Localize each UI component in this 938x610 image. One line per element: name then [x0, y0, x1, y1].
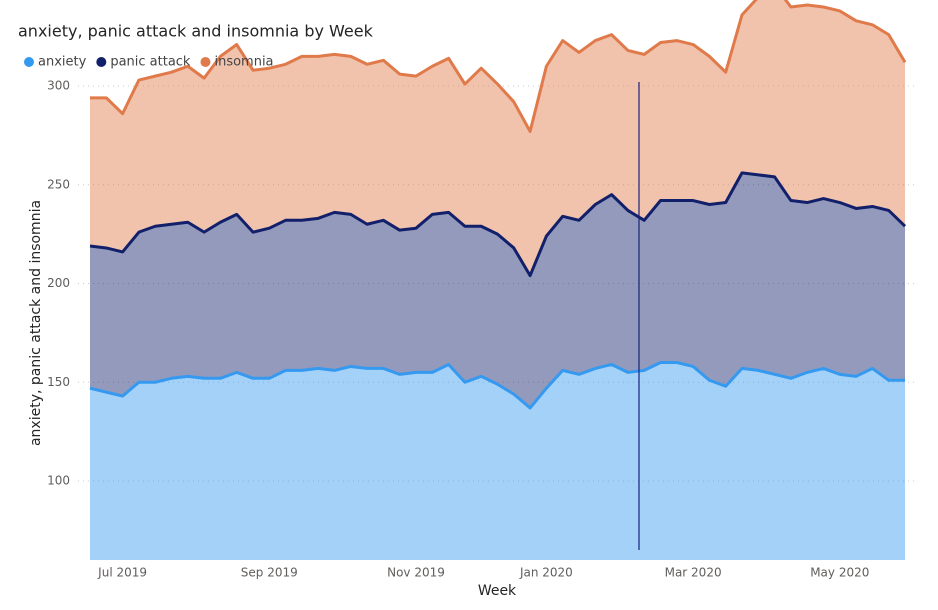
x-tick-label: Jul 2019 — [97, 566, 147, 580]
legend-swatch — [200, 57, 211, 67]
legend-label: panic attack — [110, 55, 191, 70]
legend: anxiety panic attack insomnia — [24, 55, 274, 70]
y-tick-label: 300 — [47, 79, 70, 93]
line — [90, 0, 907, 133]
x-tick-label: Jan 2020 — [519, 566, 573, 580]
legend-swatch — [96, 57, 107, 67]
x-tick-label: Nov 2019 — [387, 566, 445, 580]
y-axis-title: anxiety, panic attack and insomnia — [28, 200, 44, 446]
x-tick-label: Sep 2019 — [241, 566, 298, 580]
y-tick-label: 150 — [47, 375, 70, 389]
area — [90, 172, 905, 408]
legend-label: insomnia — [214, 55, 273, 70]
legend-swatch — [24, 57, 34, 67]
line — [89, 361, 905, 410]
y-tick-label: 200 — [47, 276, 70, 290]
y-tick-label: 250 — [47, 177, 70, 191]
chart-title: anxiety, panic attack and insomnia by We… — [18, 22, 374, 41]
area — [90, 0, 905, 276]
line — [89, 171, 907, 278]
x-tick-label: Mar 2020 — [665, 566, 722, 580]
x-axis-title: Week — [478, 583, 517, 599]
area — [90, 362, 905, 560]
x-tick-label: May 2020 — [810, 566, 869, 580]
y-tick-label: 100 — [47, 474, 70, 488]
legend-label: anxiety — [38, 55, 87, 70]
plot-area — [78, 0, 915, 560]
